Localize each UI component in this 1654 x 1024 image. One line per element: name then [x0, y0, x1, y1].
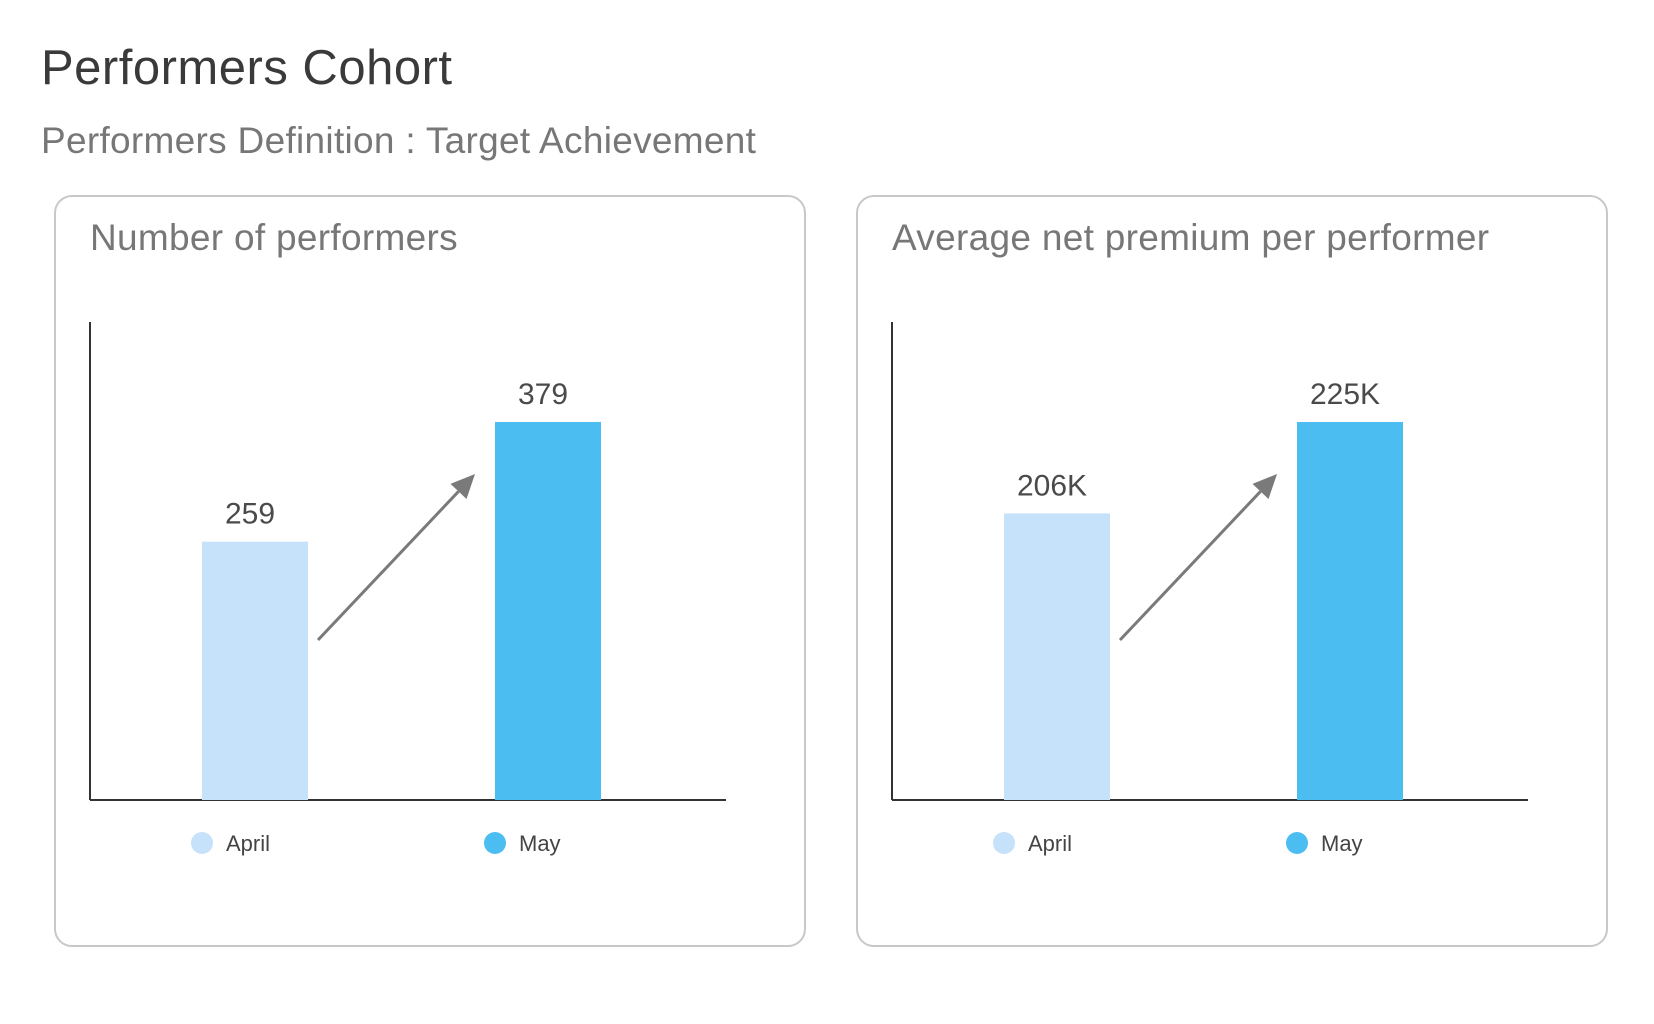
- page-title: Performers Cohort: [41, 41, 453, 95]
- trend-arrow-line: [316, 490, 460, 642]
- bar-april: [1004, 513, 1110, 800]
- legend-label: May: [1321, 831, 1363, 856]
- legend-swatch-may: [484, 832, 506, 854]
- data-label: 206K: [1017, 469, 1087, 502]
- page-subtitle: Performers Definition : Target Achieveme…: [41, 120, 757, 161]
- bar-chart-performers: 259 379 April May: [89, 322, 726, 856]
- bar-may: [495, 422, 601, 800]
- legend-label: April: [226, 831, 270, 856]
- chart-title: Average net premium per performer: [892, 217, 1490, 258]
- bar-may: [1297, 422, 1403, 800]
- up-arrow-icon: [450, 474, 475, 499]
- legend-swatch-april: [191, 832, 213, 854]
- legend-label: April: [1028, 831, 1072, 856]
- chart-card-performers: Number of performers 259 379 April May: [54, 195, 806, 947]
- bar-chart-premium: 206K 225K April May: [891, 322, 1528, 856]
- bar-april: [202, 541, 308, 800]
- data-label: 259: [225, 498, 275, 531]
- legend-swatch-may: [1286, 832, 1308, 854]
- data-label: 379: [518, 378, 568, 411]
- legend-swatch-april: [993, 832, 1015, 854]
- up-arrow-icon: [1252, 474, 1277, 499]
- data-label: 225K: [1310, 378, 1380, 411]
- legend-label: May: [519, 831, 561, 856]
- chart-card-premium: Average net premium per performer 206K 22…: [856, 195, 1608, 947]
- chart-title: Number of performers: [90, 217, 458, 258]
- trend-arrow-line: [1118, 490, 1262, 642]
